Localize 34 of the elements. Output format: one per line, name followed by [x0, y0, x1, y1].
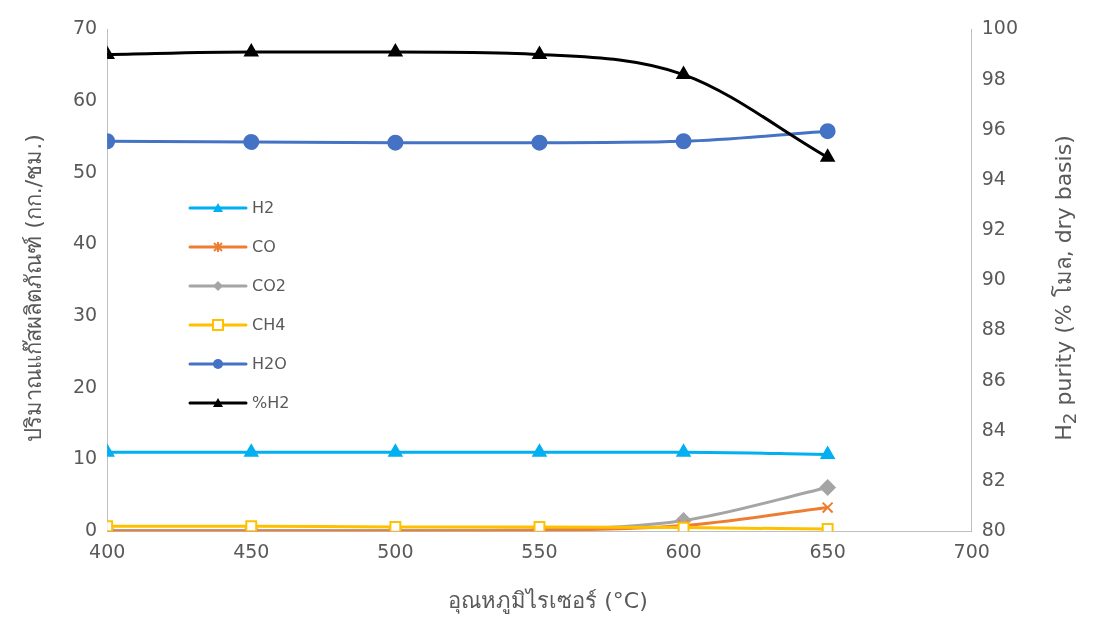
- y2-tick-label: 86: [981, 367, 1006, 390]
- x-tick-label: 700: [953, 539, 990, 562]
- y-axis-title: ปริมาณแก๊สผลิตภัณฑ์ (กก./ชม.): [19, 134, 47, 442]
- x-tick-label: 650: [809, 539, 846, 562]
- x-tick-label: 600: [665, 539, 702, 562]
- y2-tick-label: 80: [981, 518, 1006, 541]
- y2-tick-label: 100: [981, 16, 1018, 39]
- y2-tick-label: 94: [981, 166, 1006, 189]
- y2-tick-label: 88: [981, 317, 1006, 340]
- x-tick-label: 400: [89, 539, 126, 562]
- x-tick-label: 550: [521, 539, 558, 562]
- y-tick-label: 0: [85, 518, 98, 541]
- legend-label: H2: [252, 198, 275, 217]
- x-tick-label: 500: [377, 539, 414, 562]
- x-tick-label: 450: [233, 539, 270, 562]
- y-tick-label: 50: [72, 159, 98, 182]
- y2-tick-label: 96: [981, 116, 1006, 139]
- y-tick-label: 20: [72, 374, 98, 397]
- legend-label: %H2: [252, 393, 290, 412]
- y-tick-label: 60: [72, 88, 98, 111]
- y2-tick-label: 92: [981, 217, 1006, 240]
- y2-tick-label: 84: [981, 417, 1006, 440]
- y-tick-label: 30: [72, 303, 98, 326]
- x-axis-title: อุณหภูมิไรเซอร์ (°C): [447, 587, 649, 616]
- y2-tick-label: 82: [981, 467, 1006, 490]
- legend-label: H2O: [252, 354, 287, 373]
- legend-label: CO2: [252, 276, 286, 295]
- y-tick-label: 70: [72, 16, 98, 39]
- y2-tick-label: 98: [981, 66, 1006, 89]
- y-tick-label: 40: [72, 231, 98, 254]
- legend-label: CH4: [252, 315, 286, 334]
- legend-label: CO: [252, 237, 276, 256]
- y-tick-label: 10: [72, 446, 98, 469]
- y2-tick-label: 90: [981, 267, 1006, 290]
